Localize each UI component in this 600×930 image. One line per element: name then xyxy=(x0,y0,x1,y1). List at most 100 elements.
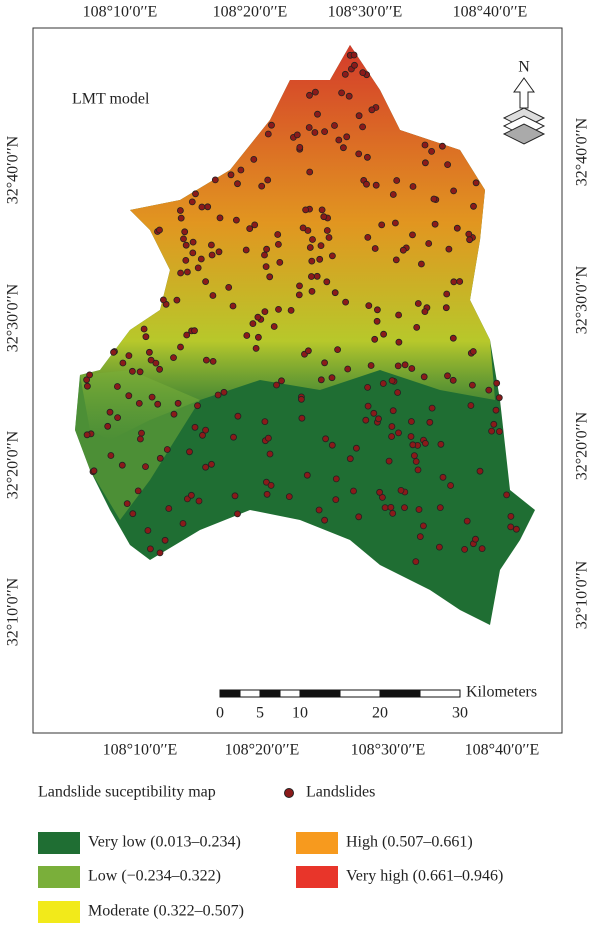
scale-tick-label: 10 xyxy=(292,705,308,722)
north-arrow: N xyxy=(502,59,546,145)
landslide-point xyxy=(161,536,169,544)
landslide-point xyxy=(215,248,223,256)
landslide-point xyxy=(421,141,429,149)
top-label: 108°10′0′′E xyxy=(83,4,158,21)
landslide-point xyxy=(211,176,219,184)
landslide-point xyxy=(173,296,181,304)
landslide-point xyxy=(142,463,149,471)
landslide-point xyxy=(372,181,380,189)
landslide-point xyxy=(428,147,436,155)
landslide-point xyxy=(110,348,117,356)
landslide-point xyxy=(188,198,196,206)
landslide-point xyxy=(231,492,239,500)
landslide-point xyxy=(364,383,372,391)
landslide-point xyxy=(261,251,268,259)
landslide-point xyxy=(425,240,433,247)
landslide-point xyxy=(311,88,319,96)
landslide-point xyxy=(306,91,313,99)
landslide-point xyxy=(469,348,477,355)
landslide-point xyxy=(156,549,164,557)
landslide-point xyxy=(364,233,372,241)
landslide-point xyxy=(467,402,475,409)
landslide-point xyxy=(399,246,407,254)
landslide-point xyxy=(507,523,515,531)
landslide-point xyxy=(346,455,354,463)
landslide-point xyxy=(397,486,405,494)
scale-title: Kilometers xyxy=(466,684,537,701)
landslide-point xyxy=(176,207,184,214)
landslide-point xyxy=(156,454,164,462)
landslide-point xyxy=(314,110,321,118)
landslide-point xyxy=(264,130,272,138)
landslide-point xyxy=(202,426,210,434)
landslide-point xyxy=(352,444,360,452)
landslide-point xyxy=(138,429,145,437)
landslide-point xyxy=(251,221,259,229)
landslide-point xyxy=(274,231,282,238)
landslide-point xyxy=(189,238,197,246)
landslide-point xyxy=(197,255,205,263)
landslide-point xyxy=(323,278,331,286)
landslide-point xyxy=(128,367,136,375)
scale-segment xyxy=(279,689,301,698)
right-label: 32°10′0′′N xyxy=(574,560,591,629)
landslide-point xyxy=(378,493,386,501)
landslide-point xyxy=(420,373,428,381)
landslide-point xyxy=(410,452,418,460)
landslide-point xyxy=(145,348,153,356)
landslide-point xyxy=(472,179,480,187)
landslide-point xyxy=(339,144,347,152)
landslide-point xyxy=(495,428,503,435)
legend-label: Low (−0.234–0.322) xyxy=(88,868,221,885)
landslide-point xyxy=(177,343,184,351)
landslide-point xyxy=(367,362,375,369)
landslide-point xyxy=(419,522,427,530)
landslide-point xyxy=(443,290,451,298)
landslide-point xyxy=(380,330,388,338)
landslide-point xyxy=(268,121,275,129)
landslide-point xyxy=(287,306,295,314)
landslide-point xyxy=(379,380,387,387)
landslide-point xyxy=(262,478,270,486)
landslide-point xyxy=(299,224,307,232)
landslide-point xyxy=(350,487,357,495)
landslide-point xyxy=(303,471,311,479)
scale-segment xyxy=(419,689,461,698)
landslide-point xyxy=(125,392,133,400)
landslide-point xyxy=(308,287,316,295)
top-label: 108°20′0′′E xyxy=(213,4,288,21)
landslide-point xyxy=(229,302,237,310)
landslide-point xyxy=(187,491,195,499)
landslide-point xyxy=(285,493,293,501)
landslide-point xyxy=(322,435,330,443)
landslide-point xyxy=(194,264,202,272)
legend-swatch xyxy=(296,832,338,854)
legend-swatch xyxy=(38,832,80,854)
scale-tick-label: 5 xyxy=(256,705,264,722)
landslide-point xyxy=(363,180,370,188)
landslide-point xyxy=(179,520,187,527)
landslide-point xyxy=(243,332,251,339)
landslide-point xyxy=(159,296,167,304)
landslide-point xyxy=(321,128,329,136)
landslide-point xyxy=(261,308,269,316)
landslide-point xyxy=(332,496,340,504)
landslide-point xyxy=(156,226,163,234)
landslide-point xyxy=(449,334,457,342)
landslide-point xyxy=(183,331,191,339)
landslide-point xyxy=(266,273,274,281)
landslide-point xyxy=(355,150,363,158)
landslide-point xyxy=(317,376,325,384)
landslide-point xyxy=(220,388,228,396)
lowland-zone xyxy=(75,370,200,520)
landslide-point xyxy=(447,482,455,489)
landslide-point xyxy=(315,506,323,514)
landslide-point xyxy=(385,457,393,465)
landslide-point xyxy=(261,418,269,426)
landslide-point xyxy=(129,510,137,518)
top-label: 108°40′0′′E xyxy=(453,4,528,21)
landslide-point xyxy=(83,431,91,439)
landslide-point xyxy=(409,231,416,239)
landslide-point xyxy=(263,245,271,253)
